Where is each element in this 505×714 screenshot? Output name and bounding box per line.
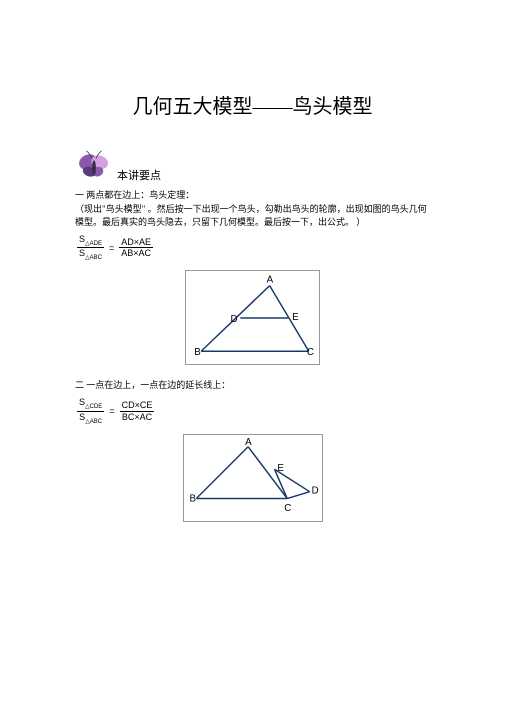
page-title: 几何五大模型——鸟头模型 [75,90,430,119]
formula-2: S△CDE S△ABC = CD×CE BC×AC [75,397,430,426]
svg-text:D: D [311,486,318,497]
formula-1: S△ADE S△ABC = AD×AE AB×AC [75,234,430,263]
svg-text:C: C [307,348,314,359]
f2-rd: BC×AC [120,412,154,423]
figure-1: A B C D E [185,270,320,365]
butterfly-icon [75,149,113,183]
svg-text:A: A [245,437,252,448]
section1-note: （现出"鸟头模型" 。然后按一下出现一个鸟头，勾勒出鸟头的轮廓，出现如图的鸟头几… [75,203,430,230]
f1-rn: AD×AE [119,237,153,249]
svg-text:B: B [194,348,201,359]
equals-1: = [109,243,114,253]
f2-ln-sub: △CDE [85,404,102,410]
f1-rd: AB×AC [119,248,153,259]
svg-text:D: D [230,314,237,325]
keypoint-row: 本讲要点 [75,149,430,183]
f2-rn: CD×CE [120,400,155,412]
section1-heading: 一 两点都在边上：鸟头定理： [75,189,430,203]
f2-ld-sub: △ABC [85,419,102,425]
svg-text:E: E [277,463,284,474]
section2-heading: 二 一点在边上，一点在边的延长线上： [75,379,430,393]
svg-text:A: A [267,275,274,286]
figure-2-wrap: A B C D E [75,434,430,522]
figure-2: A B C D E [183,434,323,522]
f1-ln-sub: △ADE [85,240,102,246]
svg-text:C: C [284,503,291,514]
figure-1-wrap: A B C D E [75,270,430,365]
svg-text:E: E [292,312,299,323]
f1-ld-sub: △ABC [85,255,102,261]
svg-text:B: B [189,493,196,504]
equals-2: = [109,406,114,416]
keypoint-label: 本讲要点 [117,167,161,183]
